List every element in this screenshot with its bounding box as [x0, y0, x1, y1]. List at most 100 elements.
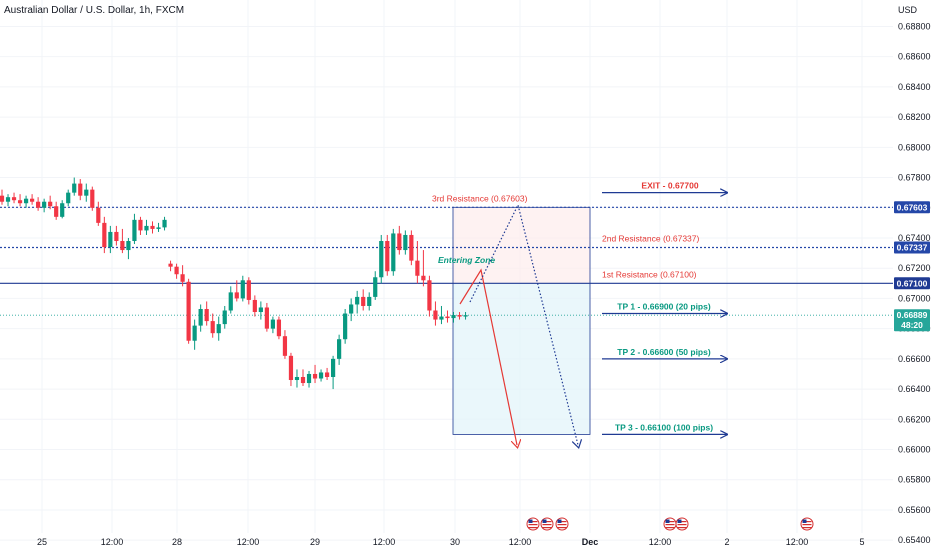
candle — [216, 324, 221, 334]
y-tick-label: 0.65800 — [898, 475, 931, 485]
candle — [168, 263, 173, 267]
candle — [132, 219, 137, 242]
y-tick-label: 0.66200 — [898, 414, 931, 424]
annotations: EXIT - 0.67700 TP 1 - 0.66900 (20 pips) TP… — [438, 181, 727, 445]
x-tick-label: 12:00 — [786, 537, 809, 547]
candle — [300, 376, 306, 384]
y-tick-label: 0.67000 — [898, 293, 931, 303]
resistance-levels: 3rd Resistance (0.67603) 2nd Resistance (… — [0, 193, 893, 316]
candle — [337, 339, 342, 359]
target-label: TP 2 - 0.66600 (50 pips) — [617, 347, 711, 357]
alternative-arrow — [469, 203, 578, 445]
candle — [409, 234, 414, 261]
y-tick-label: 0.66000 — [898, 445, 931, 455]
candle — [367, 296, 372, 306]
candle — [294, 376, 300, 381]
y-tick-label: 0.68600 — [898, 52, 931, 62]
y-tick-label: 0.67800 — [898, 173, 931, 183]
resistance-zone — [453, 207, 590, 284]
candle — [282, 336, 288, 356]
current-price-tag — [894, 309, 930, 332]
x-axis: 25 12:00 28 12:00 29 12:00 30 12:00 Dec 12:00 2 12:… — [37, 537, 865, 547]
candle — [17, 200, 23, 204]
us-flag-icon — [526, 517, 540, 531]
candle — [397, 233, 402, 251]
x-tick-label: 29 — [310, 537, 320, 547]
us-flag-icon — [663, 517, 677, 531]
candle — [66, 192, 71, 204]
flag-stripe — [802, 524, 812, 526]
candle — [361, 296, 366, 306]
level-label: 2nd Resistance (0.67337) — [602, 234, 700, 244]
candle — [174, 266, 179, 275]
candle — [331, 358, 336, 377]
candle — [102, 222, 107, 248]
y-tick-label: 0.65400 — [898, 535, 931, 545]
candle — [385, 241, 390, 272]
candle — [391, 233, 396, 272]
x-tick-label: Dec — [582, 537, 599, 547]
candle — [114, 231, 119, 242]
price-tag — [894, 201, 930, 214]
x-tick-label: 12:00 — [101, 537, 124, 547]
flag-stripe — [557, 521, 567, 523]
x-tick-label: 12:00 — [509, 537, 532, 547]
us-flag-icon — [555, 517, 569, 531]
y-tick-label: 0.66600 — [898, 354, 931, 364]
candle — [198, 308, 203, 326]
candle — [403, 234, 408, 251]
flag-stripe — [557, 524, 567, 526]
current-price-label: 0.66889 — [897, 310, 928, 320]
flag-canton — [528, 519, 533, 523]
candle — [156, 227, 161, 229]
price-tag-label: 0.67337 — [897, 243, 928, 253]
candle — [445, 316, 450, 319]
candle — [355, 296, 360, 305]
flag-canton — [665, 519, 670, 523]
candle — [162, 219, 167, 228]
flag-stripe — [542, 524, 552, 526]
candle — [108, 231, 113, 248]
grid-lines — [0, 0, 893, 541]
target-label: EXIT - 0.67700 — [641, 181, 698, 191]
us-flag-icon — [675, 517, 689, 531]
candle — [252, 299, 257, 313]
candle — [30, 198, 35, 202]
x-tick-label: 12:00 — [237, 537, 260, 547]
level-label: 1st Resistance (0.67100) — [602, 269, 697, 279]
candle — [379, 241, 384, 278]
flag-stripe — [802, 521, 812, 523]
flag-canton — [557, 519, 562, 523]
candle — [54, 206, 59, 217]
target-label: TP 3 - 0.66100 (100 pips) — [615, 422, 713, 432]
entering-zone-label: Entering Zone — [438, 255, 495, 265]
flag-canton — [542, 519, 547, 523]
candle — [180, 274, 185, 282]
flag-stripe — [557, 527, 567, 529]
candle — [60, 203, 65, 217]
candle — [451, 315, 456, 319]
x-tick-label: 25 — [37, 537, 47, 547]
candle — [5, 197, 11, 202]
candle — [324, 372, 330, 377]
price-tag — [894, 241, 930, 254]
candle — [457, 315, 462, 317]
candle — [48, 201, 53, 207]
x-tick-label: 2 — [724, 537, 729, 547]
x-tick-label: 5 — [859, 537, 864, 547]
us-flag-icon — [540, 517, 554, 531]
candle — [421, 275, 426, 281]
flag-stripe — [542, 521, 552, 523]
candle — [204, 308, 209, 322]
candle — [23, 198, 29, 204]
flag-stripe — [677, 527, 687, 529]
candle — [306, 373, 312, 384]
bearish-arrow — [459, 268, 517, 445]
candle — [96, 207, 101, 223]
flag-stripe — [665, 527, 675, 529]
us-flag-icon — [800, 517, 814, 531]
candle — [343, 313, 348, 340]
